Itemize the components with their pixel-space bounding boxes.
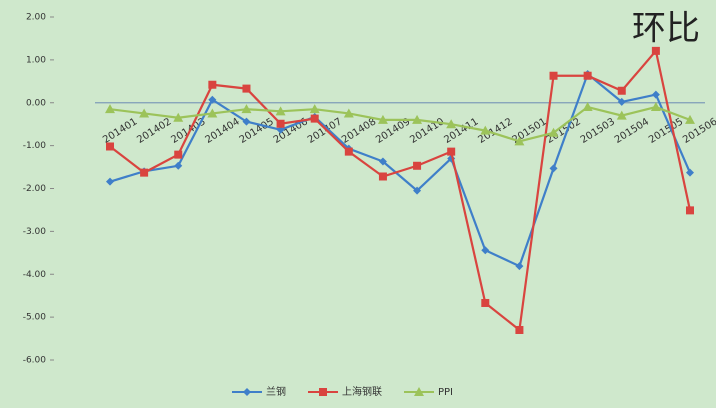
series-line bbox=[109, 105, 691, 143]
point bbox=[514, 136, 525, 146]
point bbox=[582, 102, 593, 112]
point bbox=[480, 125, 491, 135]
point bbox=[616, 110, 627, 120]
chart-title: 环比 bbox=[632, 9, 700, 49]
legend-label: 上海钢联 bbox=[342, 385, 382, 398]
point bbox=[241, 104, 252, 114]
y-tick-label: 0.00 bbox=[26, 98, 46, 108]
y-tick-label: 2.00 bbox=[26, 13, 46, 23]
point bbox=[650, 102, 661, 112]
point bbox=[549, 164, 558, 173]
series-line bbox=[109, 48, 692, 333]
point bbox=[548, 127, 559, 137]
point bbox=[275, 106, 286, 116]
point bbox=[140, 168, 149, 177]
point bbox=[685, 114, 695, 124]
point bbox=[617, 86, 626, 95]
point bbox=[617, 97, 626, 106]
point bbox=[515, 325, 524, 334]
point bbox=[651, 90, 660, 99]
point bbox=[549, 71, 558, 80]
point bbox=[412, 114, 423, 124]
point bbox=[106, 142, 114, 151]
y-tick-label: -5.00 bbox=[23, 313, 47, 323]
point bbox=[686, 206, 694, 215]
point bbox=[413, 186, 422, 195]
point bbox=[208, 80, 217, 89]
point bbox=[481, 298, 490, 307]
legend-marker bbox=[319, 388, 327, 396]
point bbox=[106, 177, 114, 186]
legend-label: 兰钢 bbox=[266, 385, 286, 398]
point bbox=[310, 114, 319, 123]
y-tick-label: -3.00 bbox=[23, 227, 47, 237]
point bbox=[481, 246, 490, 255]
y-tick-label: 1.00 bbox=[26, 55, 46, 65]
point bbox=[686, 168, 694, 177]
y-tick-label: -2.00 bbox=[23, 184, 47, 194]
y-tick-label: -4.00 bbox=[23, 270, 47, 280]
legend-marker bbox=[414, 387, 424, 396]
point bbox=[344, 147, 353, 156]
point bbox=[378, 172, 387, 181]
point bbox=[207, 108, 218, 118]
point bbox=[446, 119, 457, 129]
point bbox=[378, 157, 387, 166]
point bbox=[173, 112, 184, 122]
point bbox=[583, 71, 592, 80]
point bbox=[447, 147, 456, 156]
point bbox=[139, 108, 150, 118]
point bbox=[515, 262, 524, 271]
point bbox=[242, 117, 251, 126]
point bbox=[174, 161, 183, 170]
y-tick-label: -6.00 bbox=[23, 356, 47, 366]
point bbox=[413, 161, 422, 170]
point bbox=[276, 125, 285, 134]
point bbox=[105, 104, 115, 114]
y-tick-label: -1.00 bbox=[23, 141, 47, 151]
point bbox=[343, 108, 354, 118]
legend-marker bbox=[243, 388, 251, 396]
point bbox=[309, 104, 320, 114]
legend-label: PPI bbox=[438, 387, 453, 398]
point bbox=[377, 114, 388, 124]
point bbox=[174, 150, 183, 159]
point bbox=[651, 46, 660, 55]
point bbox=[242, 84, 251, 93]
point bbox=[208, 95, 217, 104]
point bbox=[276, 119, 285, 128]
